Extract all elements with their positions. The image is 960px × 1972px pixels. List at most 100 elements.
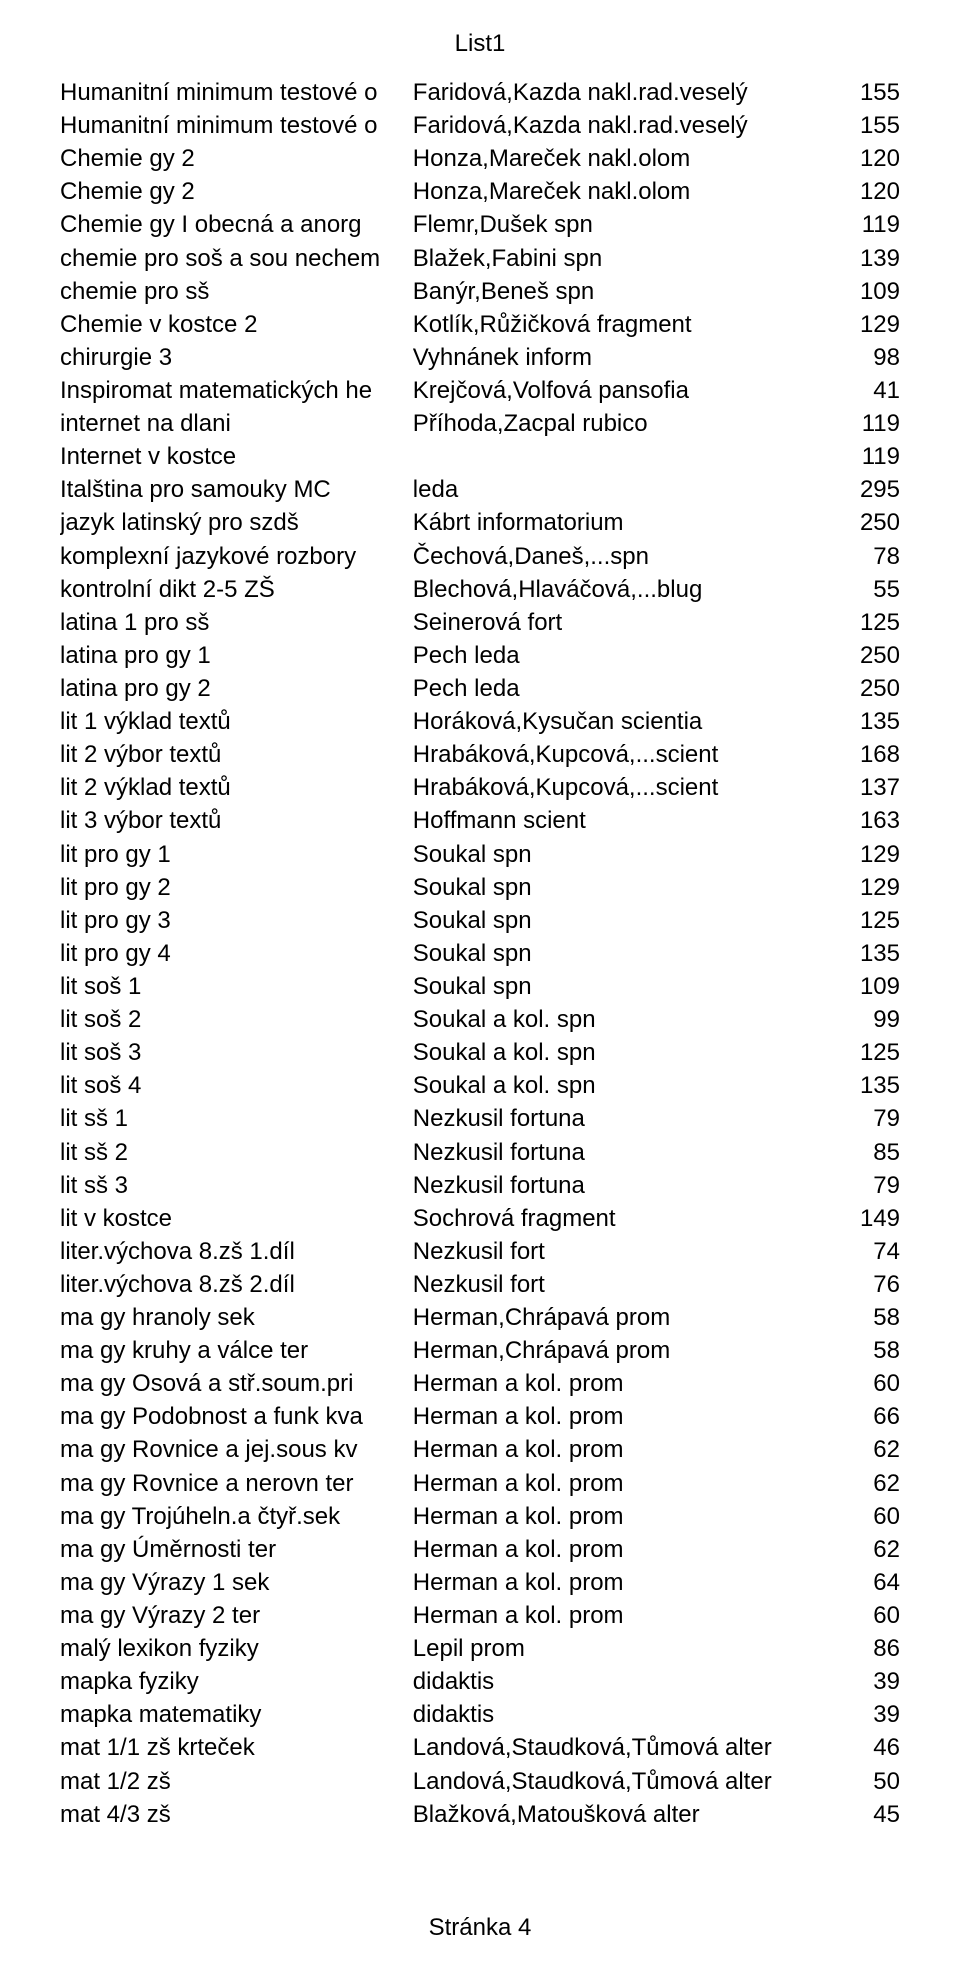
cell-price: 120 (799, 175, 900, 208)
cell-title: Internet v kostce (60, 440, 413, 473)
cell-author: Soukal a kol. spn (413, 1069, 799, 1102)
cell-title: lit 2 výbor textů (60, 738, 413, 771)
table-row: mat 4/3 zšBlažková,Matoušková alter45 (60, 1798, 900, 1831)
table-row: lit sš 2Nezkusil fortuna85 (60, 1136, 900, 1169)
table-row: lit sš 3Nezkusil fortuna79 (60, 1169, 900, 1202)
cell-price: 125 (799, 1036, 900, 1069)
cell-author: Landová,Staudková,Tůmová alter (413, 1765, 799, 1798)
cell-author: Vyhnánek inform (413, 341, 799, 374)
cell-price: 46 (799, 1731, 900, 1764)
cell-title: lit pro gy 3 (60, 904, 413, 937)
cell-title: ma gy Výrazy 2 ter (60, 1599, 413, 1632)
table-row: Chemie gy 2Honza,Mareček nakl.olom120 (60, 175, 900, 208)
table-row: ma gy Osová a stř.soum.priHerman a kol. … (60, 1367, 900, 1400)
cell-title: Chemie gy I obecná a anorg (60, 208, 413, 241)
table-row: malý lexikon fyzikyLepil prom86 (60, 1632, 900, 1665)
cell-price: 85 (799, 1136, 900, 1169)
table-row: ma gy Trojúheln.a čtyř.sekHerman a kol. … (60, 1500, 900, 1533)
cell-author: Sochrová fragment (413, 1202, 799, 1235)
table-row: ma gy Výrazy 1 sekHerman a kol. prom64 (60, 1566, 900, 1599)
cell-title: internet na dlani (60, 407, 413, 440)
cell-price: 139 (799, 242, 900, 275)
cell-author: Soukal spn (413, 838, 799, 871)
cell-title: lit soš 1 (60, 970, 413, 1003)
cell-author: Herman a kol. prom (413, 1433, 799, 1466)
cell-price: 58 (799, 1301, 900, 1334)
cell-price: 41 (799, 374, 900, 407)
cell-author: Krejčová,Volfová pansofia (413, 374, 799, 407)
cell-title: latina pro gy 1 (60, 639, 413, 672)
cell-price: 45 (799, 1798, 900, 1831)
table-row: ma gy Rovnice a nerovn terHerman a kol. … (60, 1467, 900, 1500)
cell-price: 295 (799, 473, 900, 506)
table-row: ma gy kruhy a válce terHerman,Chrápavá p… (60, 1334, 900, 1367)
cell-title: lit soš 3 (60, 1036, 413, 1069)
table-row: chemie pro sšBanýr,Beneš spn109 (60, 275, 900, 308)
table-row: latina pro gy 2Pech leda250 (60, 672, 900, 705)
cell-title: lit sš 2 (60, 1136, 413, 1169)
cell-author: Hoffmann scient (413, 804, 799, 837)
table-row: mat 1/1 zš krtečekLandová,Staudková,Tůmo… (60, 1731, 900, 1764)
table-row: lit v kostceSochrová fragment149 (60, 1202, 900, 1235)
table-row: komplexní jazykové rozboryČechová,Daneš,… (60, 540, 900, 573)
table-row: lit pro gy 1Soukal spn129 (60, 838, 900, 871)
cell-author: Lepil prom (413, 1632, 799, 1665)
cell-title: Chemie gy 2 (60, 175, 413, 208)
table-row: lit pro gy 2Soukal spn129 (60, 871, 900, 904)
cell-title: lit soš 4 (60, 1069, 413, 1102)
cell-author: Kábrt informatorium (413, 506, 799, 539)
cell-title: lit v kostce (60, 1202, 413, 1235)
cell-title: ma gy Úměrnosti ter (60, 1533, 413, 1566)
cell-price: 78 (799, 540, 900, 573)
cell-title: mat 4/3 zš (60, 1798, 413, 1831)
cell-author: Flemr,Dušek spn (413, 208, 799, 241)
cell-title: ma gy Rovnice a jej.sous kv (60, 1433, 413, 1466)
cell-price: 62 (799, 1533, 900, 1566)
cell-title: komplexní jazykové rozbory (60, 540, 413, 573)
cell-price: 129 (799, 871, 900, 904)
cell-author: Herman a kol. prom (413, 1533, 799, 1566)
cell-title: chemie pro sš (60, 275, 413, 308)
cell-title: ma gy Podobnost a funk kva (60, 1400, 413, 1433)
table-row: lit 2 výklad textůHrabáková,Kupcová,...s… (60, 771, 900, 804)
cell-price: 137 (799, 771, 900, 804)
table-row: ma gy Úměrnosti terHerman a kol. prom62 (60, 1533, 900, 1566)
page: List1 Humanitní minimum testové oFaridov… (0, 0, 960, 1972)
cell-title: ma gy hranoly sek (60, 1301, 413, 1334)
cell-title: lit 2 výklad textů (60, 771, 413, 804)
cell-title: lit 1 výklad textů (60, 705, 413, 738)
cell-title: chirurgie 3 (60, 341, 413, 374)
cell-title: Inspiromat matematických he (60, 374, 413, 407)
cell-title: Humanitní minimum testové o (60, 76, 413, 109)
table-row: chemie pro soš a sou nechemBlažek,Fabini… (60, 242, 900, 275)
cell-title: ma gy Trojúheln.a čtyř.sek (60, 1500, 413, 1533)
cell-author: Hrabáková,Kupcová,...scient (413, 771, 799, 804)
cell-price: 109 (799, 275, 900, 308)
cell-price: 135 (799, 1069, 900, 1102)
cell-price: 129 (799, 838, 900, 871)
cell-title: kontrolní dikt 2-5 ZŠ (60, 573, 413, 606)
cell-author: Herman a kol. prom (413, 1500, 799, 1533)
cell-author: Seinerová fort (413, 606, 799, 639)
cell-price: 109 (799, 970, 900, 1003)
cell-author: Horáková,Kysučan scientia (413, 705, 799, 738)
cell-author: Soukal a kol. spn (413, 1036, 799, 1069)
cell-author: Herman a kol. prom (413, 1367, 799, 1400)
table-row: mat 1/2 zšLandová,Staudková,Tůmová alter… (60, 1765, 900, 1798)
table-row: Chemie gy 2Honza,Mareček nakl.olom120 (60, 142, 900, 175)
cell-title: liter.výchova 8.zš 2.díl (60, 1268, 413, 1301)
cell-price: 119 (799, 440, 900, 473)
cell-price: 125 (799, 606, 900, 639)
cell-price: 135 (799, 937, 900, 970)
table-row: latina pro gy 1Pech leda250 (60, 639, 900, 672)
cell-price: 125 (799, 904, 900, 937)
cell-author: Blechová,Hlaváčová,...blug (413, 573, 799, 606)
cell-author: Pech leda (413, 639, 799, 672)
cell-price: 149 (799, 1202, 900, 1235)
cell-price: 120 (799, 142, 900, 175)
cell-title: ma gy kruhy a válce ter (60, 1334, 413, 1367)
cell-author: Honza,Mareček nakl.olom (413, 175, 799, 208)
cell-title: chemie pro soš a sou nechem (60, 242, 413, 275)
cell-title: lit soš 2 (60, 1003, 413, 1036)
table-row: ma gy hranoly sekHerman,Chrápavá prom58 (60, 1301, 900, 1334)
